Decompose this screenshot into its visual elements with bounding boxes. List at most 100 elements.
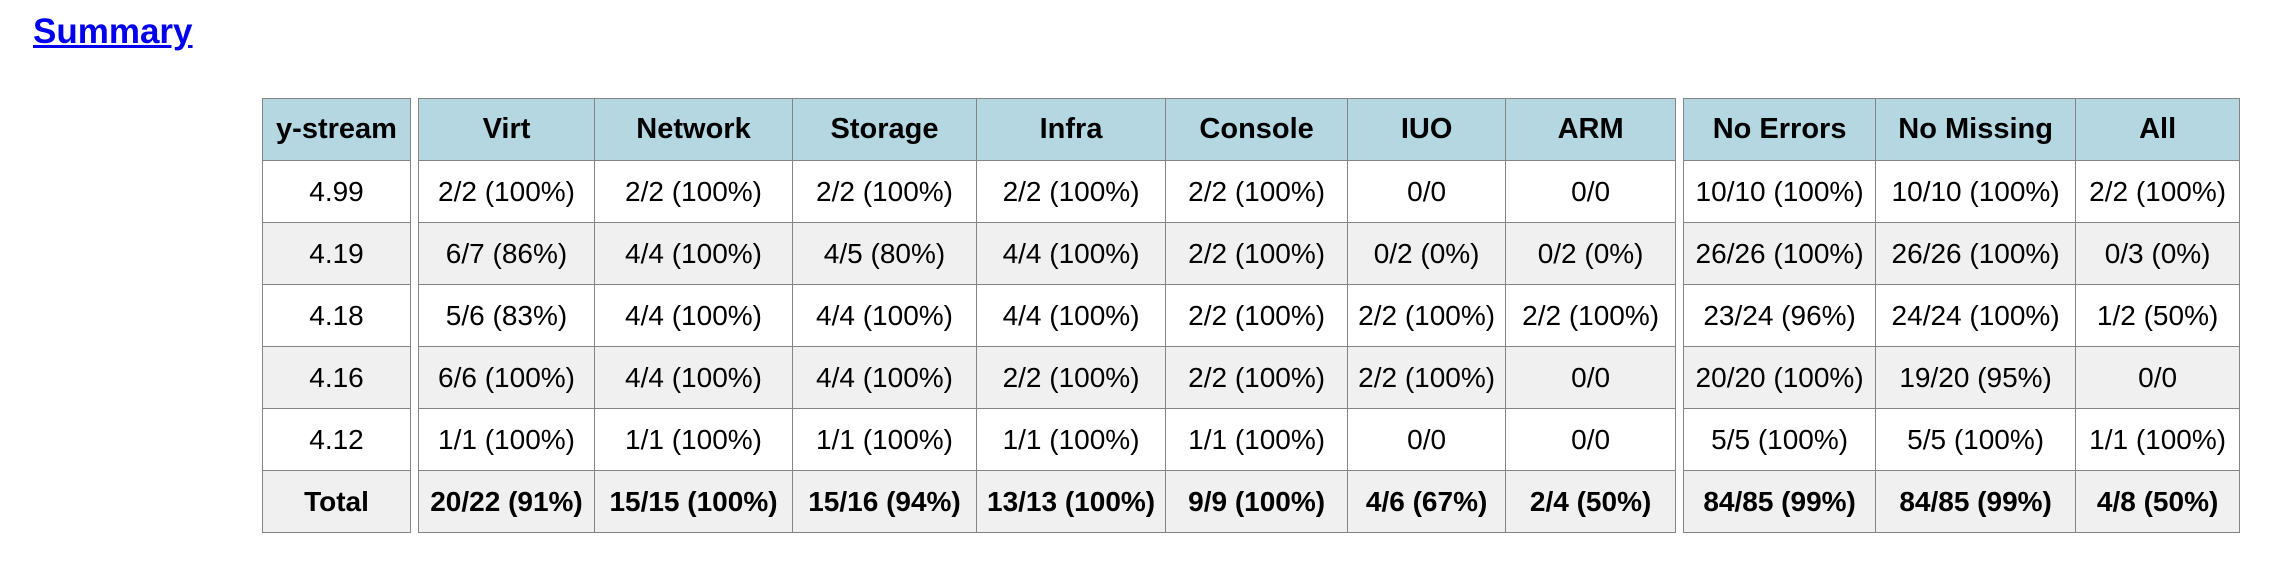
cell-all: 0/3 (0%) xyxy=(2075,222,2241,285)
table-row: 1/1 (100%) 1/1 (100%) 1/1 (100%) 1/1 (10… xyxy=(418,408,1677,471)
cell-console: 2/2 (100%) xyxy=(1165,284,1349,347)
cell-no-missing: 10/10 (100%) xyxy=(1875,160,2077,223)
table-row: 4.99 xyxy=(262,160,411,223)
cell-virt: 6/7 (86%) xyxy=(418,222,595,285)
cell-no-errors: 20/20 (100%) xyxy=(1683,346,1877,409)
table-row: 4.16 xyxy=(262,346,411,409)
table-row: 4.18 xyxy=(262,284,411,347)
cell-arm-total: 2/4 (50%) xyxy=(1505,470,1677,533)
total-row: 20/22 (91%) 15/15 (100%) 15/16 (94%) 13/… xyxy=(418,470,1677,533)
column-header-infra: Infra xyxy=(975,98,1167,161)
cell-no-errors-total: 84/85 (99%) xyxy=(1683,470,1877,533)
page-title: Summary xyxy=(33,12,2274,52)
column-header-no-missing: No Missing xyxy=(1875,98,2077,161)
column-header-console: Console xyxy=(1165,98,1349,161)
column-header-virt: Virt xyxy=(418,98,595,161)
header-row: y-stream xyxy=(262,98,411,161)
cell-no-errors: 23/24 (96%) xyxy=(1683,284,1877,347)
summary-link[interactable]: Summary xyxy=(33,12,193,51)
cell-console-total: 9/9 (100%) xyxy=(1165,470,1349,533)
cell-infra: 2/2 (100%) xyxy=(975,160,1167,223)
cell-arm: 0/2 (0%) xyxy=(1505,222,1677,285)
cell-console: 2/2 (100%) xyxy=(1165,346,1349,409)
header-row: No Errors No Missing All xyxy=(1683,98,2241,161)
cell-network: 4/4 (100%) xyxy=(594,222,793,285)
cell-all: 1/2 (50%) xyxy=(2075,284,2241,347)
total-row: Total xyxy=(262,470,411,533)
cell-network: 2/2 (100%) xyxy=(594,160,793,223)
cell-ystream: 4.18 xyxy=(262,284,411,347)
cell-ystream: 4.16 xyxy=(262,346,411,409)
cell-console: 2/2 (100%) xyxy=(1165,160,1349,223)
summary-table: y-stream 4.99 4.19 4.18 4.16 4.12 Total … xyxy=(262,98,2274,533)
cell-iuo-total: 4/6 (67%) xyxy=(1347,470,1507,533)
cell-virt: 5/6 (83%) xyxy=(418,284,595,347)
total-row: 84/85 (99%) 84/85 (99%) 4/8 (50%) xyxy=(1683,470,2241,533)
table-row: 23/24 (96%) 24/24 (100%) 1/2 (50%) xyxy=(1683,284,2241,347)
table-row: 6/7 (86%) 4/4 (100%) 4/5 (80%) 4/4 (100%… xyxy=(418,222,1677,285)
cell-storage: 1/1 (100%) xyxy=(792,408,977,471)
cell-no-missing: 19/20 (95%) xyxy=(1875,346,2077,409)
cell-network: 4/4 (100%) xyxy=(594,284,793,347)
cell-ystream: 4.12 xyxy=(262,408,411,471)
cell-infra: 4/4 (100%) xyxy=(975,222,1167,285)
cell-storage: 2/2 (100%) xyxy=(792,160,977,223)
cell-no-errors: 10/10 (100%) xyxy=(1683,160,1877,223)
cell-virt: 1/1 (100%) xyxy=(418,408,595,471)
cell-iuo: 0/0 xyxy=(1347,160,1507,223)
cell-ystream: 4.99 xyxy=(262,160,411,223)
cell-console: 2/2 (100%) xyxy=(1165,222,1349,285)
cell-no-missing: 24/24 (100%) xyxy=(1875,284,2077,347)
table-row: 5/5 (100%) 5/5 (100%) 1/1 (100%) xyxy=(1683,408,2241,471)
cell-all: 2/2 (100%) xyxy=(2075,160,2241,223)
cell-console: 1/1 (100%) xyxy=(1165,408,1349,471)
table-row: 5/6 (83%) 4/4 (100%) 4/4 (100%) 4/4 (100… xyxy=(418,284,1677,347)
cell-virt: 2/2 (100%) xyxy=(418,160,595,223)
cell-all: 1/1 (100%) xyxy=(2075,408,2241,471)
cell-virt: 6/6 (100%) xyxy=(418,346,595,409)
table-row: 6/6 (100%) 4/4 (100%) 4/4 (100%) 2/2 (10… xyxy=(418,346,1677,409)
cell-all-total: 4/8 (50%) xyxy=(2075,470,2241,533)
column-header-ystream: y-stream xyxy=(262,98,411,161)
column-header-all: All xyxy=(2075,98,2241,161)
cell-total-label: Total xyxy=(262,470,411,533)
cell-iuo: 0/0 xyxy=(1347,408,1507,471)
table-row: 2/2 (100%) 2/2 (100%) 2/2 (100%) 2/2 (10… xyxy=(418,160,1677,223)
cell-no-missing-total: 84/85 (99%) xyxy=(1875,470,2077,533)
column-header-storage: Storage xyxy=(792,98,977,161)
cell-storage: 4/5 (80%) xyxy=(792,222,977,285)
cell-iuo: 2/2 (100%) xyxy=(1347,284,1507,347)
table-row: 4.19 xyxy=(262,222,411,285)
cell-no-errors: 5/5 (100%) xyxy=(1683,408,1877,471)
cell-storage-total: 15/16 (94%) xyxy=(792,470,977,533)
column-header-iuo: IUO xyxy=(1347,98,1507,161)
cell-storage: 4/4 (100%) xyxy=(792,346,977,409)
cell-all: 0/0 xyxy=(2075,346,2241,409)
table-row: 26/26 (100%) 26/26 (100%) 0/3 (0%) xyxy=(1683,222,2241,285)
page: Summary y-stream 4.99 4.19 4.18 4.16 4.1… xyxy=(0,12,2274,533)
cell-arm: 0/0 xyxy=(1505,408,1677,471)
cell-no-errors: 26/26 (100%) xyxy=(1683,222,1877,285)
cell-network-total: 15/15 (100%) xyxy=(594,470,793,533)
column-header-network: Network xyxy=(594,98,793,161)
cell-virt-total: 20/22 (91%) xyxy=(418,470,595,533)
summary-table-ystream-group: y-stream 4.99 4.19 4.18 4.16 4.12 Total xyxy=(262,98,411,533)
cell-network: 4/4 (100%) xyxy=(594,346,793,409)
cell-infra: 4/4 (100%) xyxy=(975,284,1167,347)
cell-iuo: 2/2 (100%) xyxy=(1347,346,1507,409)
cell-arm: 2/2 (100%) xyxy=(1505,284,1677,347)
cell-infra: 2/2 (100%) xyxy=(975,346,1167,409)
summary-table-aggregates-group: No Errors No Missing All 10/10 (100%) 10… xyxy=(1683,98,2241,533)
cell-iuo: 0/2 (0%) xyxy=(1347,222,1507,285)
cell-infra-total: 13/13 (100%) xyxy=(975,470,1167,533)
cell-storage: 4/4 (100%) xyxy=(792,284,977,347)
table-row: 4.12 xyxy=(262,408,411,471)
cell-network: 1/1 (100%) xyxy=(594,408,793,471)
table-row: 10/10 (100%) 10/10 (100%) 2/2 (100%) xyxy=(1683,160,2241,223)
cell-ystream: 4.19 xyxy=(262,222,411,285)
table-row: 20/20 (100%) 19/20 (95%) 0/0 xyxy=(1683,346,2241,409)
column-header-arm: ARM xyxy=(1505,98,1677,161)
summary-table-categories-group: Virt Network Storage Infra Console IUO A… xyxy=(418,98,1677,533)
cell-arm: 0/0 xyxy=(1505,346,1677,409)
column-header-no-errors: No Errors xyxy=(1683,98,1877,161)
